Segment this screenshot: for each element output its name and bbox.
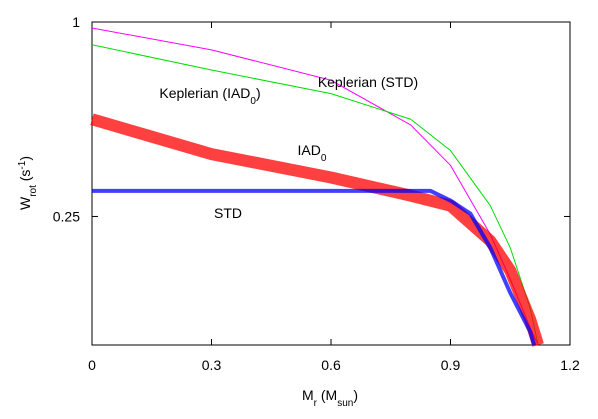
label-part: STD — [214, 205, 242, 221]
label-part: r — [314, 398, 318, 409]
label-part: Keplerian (IAD — [159, 85, 250, 101]
x-tick-label: 0.6 — [321, 357, 341, 373]
label-part: Keplerian (STD) — [318, 74, 418, 90]
series-line — [91, 27, 539, 346]
x-tick-label: 0 — [88, 357, 96, 373]
series-label: Keplerian (IAD0) — [159, 85, 260, 107]
series-label: IAD0 — [298, 142, 327, 164]
label-part: ) — [256, 85, 261, 101]
label-part: sun — [337, 398, 353, 409]
label-part: IAD — [298, 142, 321, 158]
label-part: rot — [28, 185, 39, 197]
y-tick-label: 0.25 — [53, 208, 80, 224]
series-line — [90, 113, 544, 347]
label-part: M — [302, 387, 314, 403]
label-part: ) — [17, 156, 33, 161]
label-part: W — [17, 196, 33, 210]
x-tick-label: 1.2 — [560, 357, 580, 373]
label-part: 0 — [250, 96, 256, 107]
series-line — [92, 188, 537, 346]
x-tick-label: 0.3 — [202, 357, 222, 373]
label-part: (M — [317, 387, 337, 403]
series-label: Keplerian (STD) — [318, 74, 418, 90]
label-part: (s — [17, 170, 33, 186]
x-axis-label: Mr (Msun) — [302, 387, 358, 409]
label-part: 0 — [321, 153, 327, 164]
x-tick-label: 0.9 — [441, 357, 461, 373]
label-part: ) — [353, 387, 358, 403]
y-axis-label: Wrot (s-1) — [17, 156, 39, 210]
y-tick-label: 1 — [72, 14, 80, 30]
series-label: STD — [214, 205, 242, 221]
label-part: -1 — [17, 160, 28, 169]
